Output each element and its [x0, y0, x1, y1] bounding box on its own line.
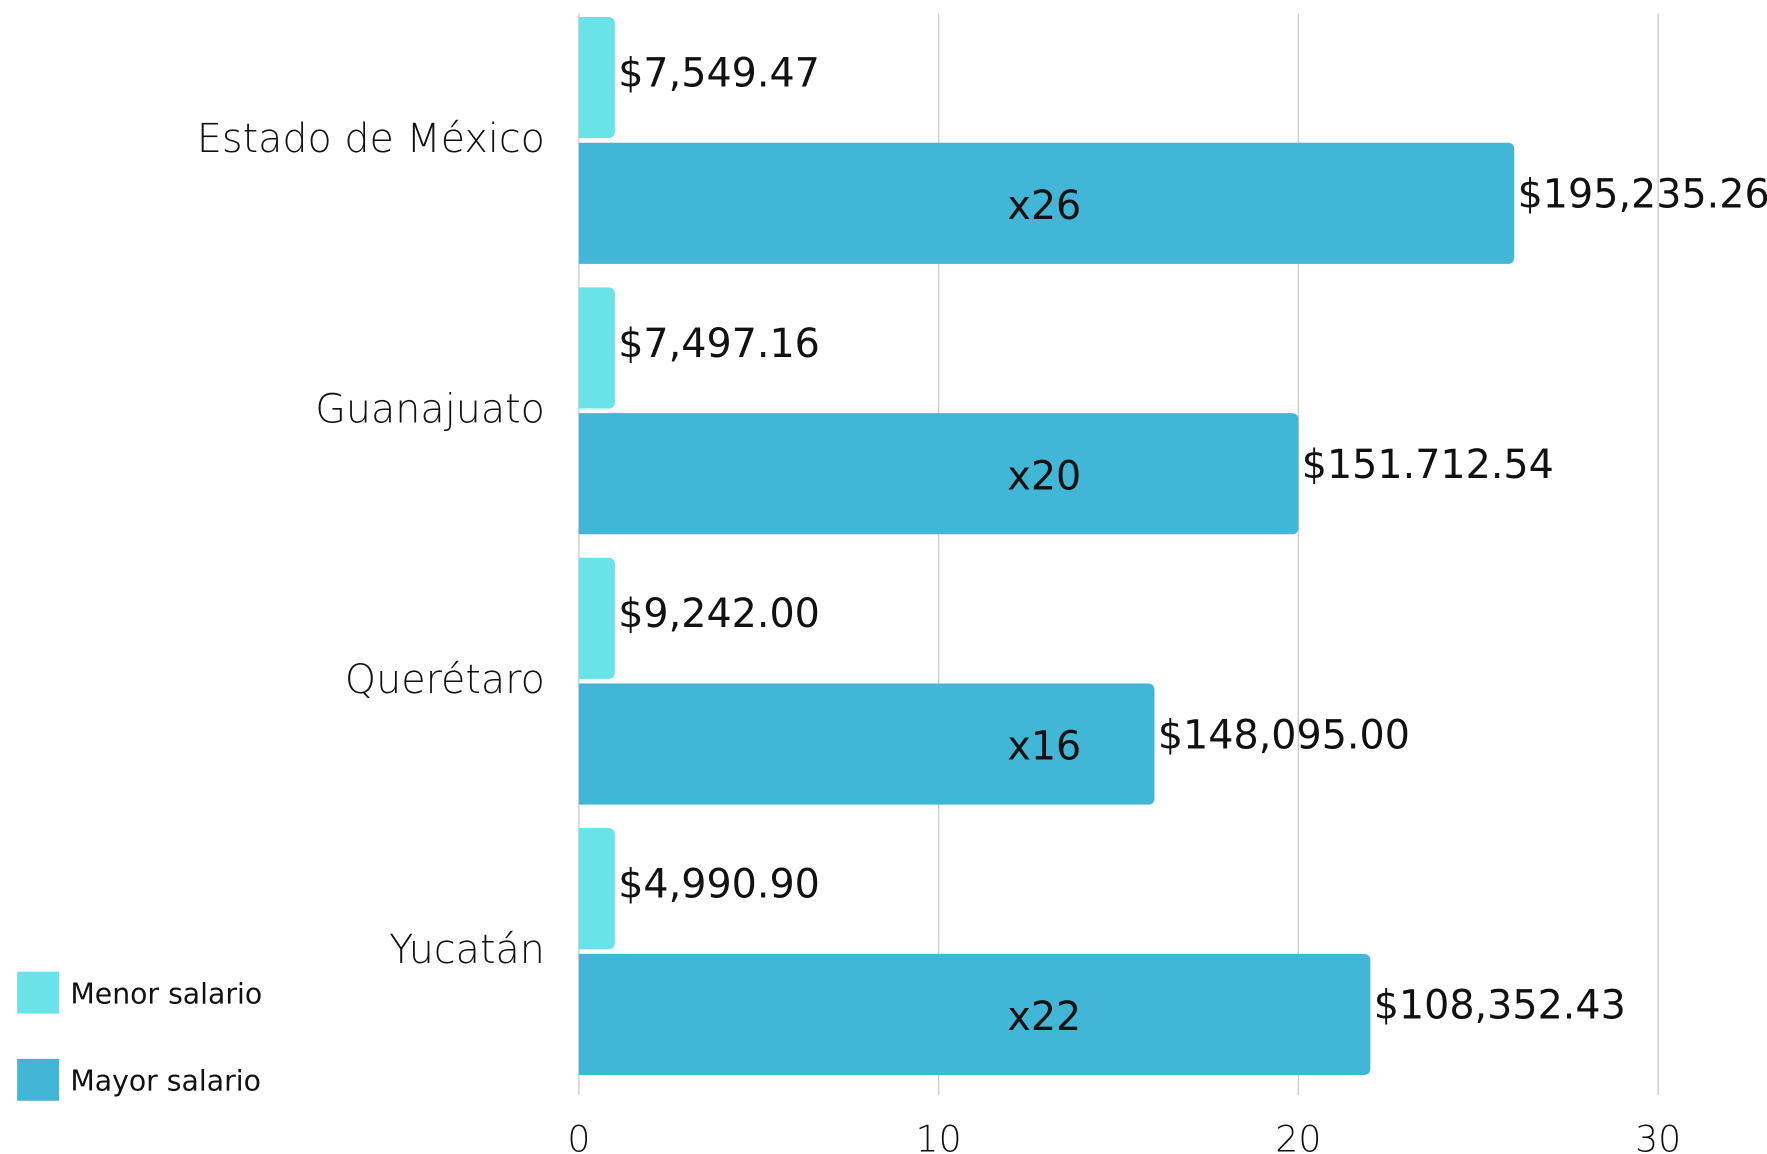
legend-label: Menor salario	[70, 977, 262, 1010]
x-tick-label: 20	[1275, 1118, 1321, 1154]
data-label: x16	[1007, 724, 1081, 770]
x-tick-label: 30	[1635, 1118, 1681, 1154]
category-label: Guanajuato	[315, 386, 545, 432]
amount-label: $108,352.43	[1374, 983, 1626, 1029]
amount-label: $4,990.90	[618, 862, 820, 908]
bar	[578, 413, 1299, 535]
bar	[578, 287, 615, 409]
bar	[578, 16, 615, 139]
bar	[578, 557, 615, 679]
amount-label: $7,497.16	[618, 321, 820, 367]
legend-label: Mayor salario	[70, 1065, 261, 1098]
legend-swatch	[17, 971, 60, 1014]
amount-label: $9,242.00	[618, 591, 820, 637]
amount-label: $195,235.26	[1518, 172, 1767, 218]
category-label: Querétaro	[345, 657, 545, 703]
amount-label: $148,095.00	[1158, 712, 1410, 758]
data-label: x20	[1007, 453, 1081, 499]
data-label: x26	[1007, 183, 1081, 229]
x-tick-label: 0	[567, 1118, 590, 1154]
bar	[578, 142, 1515, 264]
data-label: x22	[1007, 994, 1081, 1040]
bar	[578, 828, 615, 950]
amount-label: $7,549.47	[618, 50, 820, 96]
amount-label: $151.712.54	[1302, 442, 1554, 488]
category-label: Estado de México	[197, 116, 545, 162]
category-label: Yucatán	[389, 927, 545, 973]
bar	[578, 683, 1155, 805]
bar	[578, 953, 1371, 1076]
legend-swatch	[17, 1058, 60, 1101]
x-tick-label: 10	[916, 1118, 962, 1154]
